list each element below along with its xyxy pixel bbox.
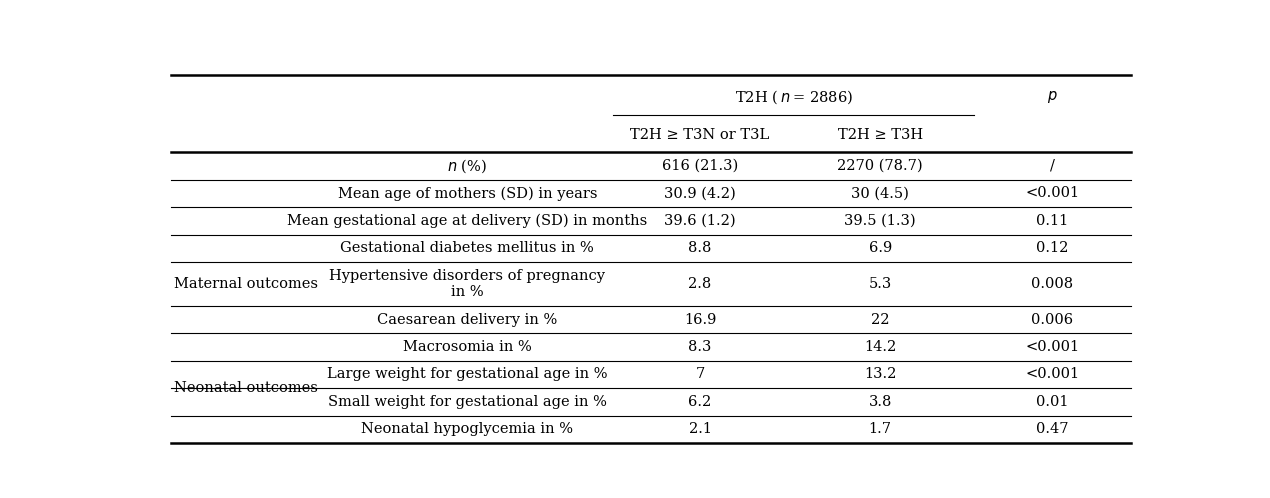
Text: 1.7: 1.7 — [869, 422, 892, 436]
Text: /: / — [1050, 159, 1055, 173]
Text: Hypertensive disorders of pregnancy
in %: Hypertensive disorders of pregnancy in % — [329, 269, 606, 299]
Text: 39.5 (1.3): 39.5 (1.3) — [845, 214, 916, 228]
Text: $n$ (%): $n$ (%) — [447, 157, 488, 175]
Text: Caesarean delivery in %: Caesarean delivery in % — [377, 313, 558, 327]
Text: T2H ≥ T3H: T2H ≥ T3H — [838, 128, 923, 142]
Text: Small weight for gestational age in %: Small weight for gestational age in % — [328, 395, 607, 409]
Text: Neonatal hypoglycemia in %: Neonatal hypoglycemia in % — [361, 422, 573, 436]
Text: Macrosomia in %: Macrosomia in % — [403, 340, 532, 354]
Text: 7: 7 — [696, 368, 705, 381]
Text: 0.01: 0.01 — [1036, 395, 1068, 409]
Text: Mean age of mothers (SD) in years: Mean age of mothers (SD) in years — [338, 186, 597, 201]
Text: T2H ( $n$ = 2886): T2H ( $n$ = 2886) — [734, 88, 852, 106]
Text: Neonatal outcomes: Neonatal outcomes — [174, 381, 318, 395]
Text: 5.3: 5.3 — [869, 277, 892, 291]
Text: 8.3: 8.3 — [688, 340, 711, 354]
Text: <0.001: <0.001 — [1025, 186, 1080, 201]
Text: Maternal outcomes: Maternal outcomes — [174, 277, 318, 291]
Text: 0.11: 0.11 — [1036, 214, 1068, 228]
Text: 30.9 (4.2): 30.9 (4.2) — [664, 186, 735, 201]
Text: 2.8: 2.8 — [688, 277, 711, 291]
Text: 16.9: 16.9 — [685, 313, 716, 327]
Text: 14.2: 14.2 — [864, 340, 897, 354]
Text: 3.8: 3.8 — [869, 395, 892, 409]
Text: 0.008: 0.008 — [1031, 277, 1073, 291]
Text: 30 (4.5): 30 (4.5) — [851, 186, 909, 201]
Text: <0.001: <0.001 — [1025, 368, 1080, 381]
Text: 6.9: 6.9 — [869, 242, 892, 255]
Text: Gestational diabetes mellitus in %: Gestational diabetes mellitus in % — [340, 242, 594, 255]
Text: 6.2: 6.2 — [688, 395, 711, 409]
Text: 0.006: 0.006 — [1031, 313, 1073, 327]
Text: 8.8: 8.8 — [688, 242, 711, 255]
Text: 616 (21.3): 616 (21.3) — [662, 159, 738, 173]
Text: 2.1: 2.1 — [688, 422, 711, 436]
Text: 0.47: 0.47 — [1036, 422, 1068, 436]
Text: $p$: $p$ — [1048, 89, 1058, 105]
Text: 22: 22 — [871, 313, 889, 327]
Text: Mean gestational age at delivery (SD) in months: Mean gestational age at delivery (SD) in… — [287, 214, 648, 228]
Text: T2H ≥ T3N or T3L: T2H ≥ T3N or T3L — [630, 128, 770, 142]
Text: 39.6 (1.2): 39.6 (1.2) — [664, 214, 735, 228]
Text: 2270 (78.7): 2270 (78.7) — [837, 159, 923, 173]
Text: Large weight for gestational age in %: Large weight for gestational age in % — [328, 368, 607, 381]
Text: 13.2: 13.2 — [864, 368, 897, 381]
Text: 0.12: 0.12 — [1036, 242, 1068, 255]
Text: <0.001: <0.001 — [1025, 340, 1080, 354]
